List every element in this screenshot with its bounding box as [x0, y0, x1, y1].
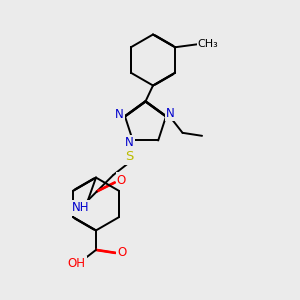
Text: N: N [166, 107, 175, 120]
Text: S: S [126, 151, 134, 164]
Text: OH: OH [68, 257, 85, 270]
Text: O: O [117, 174, 126, 187]
Text: CH₃: CH₃ [198, 39, 218, 49]
Text: N: N [115, 108, 124, 121]
Text: NH: NH [72, 202, 89, 214]
Text: O: O [118, 246, 127, 260]
Text: N: N [125, 136, 134, 149]
